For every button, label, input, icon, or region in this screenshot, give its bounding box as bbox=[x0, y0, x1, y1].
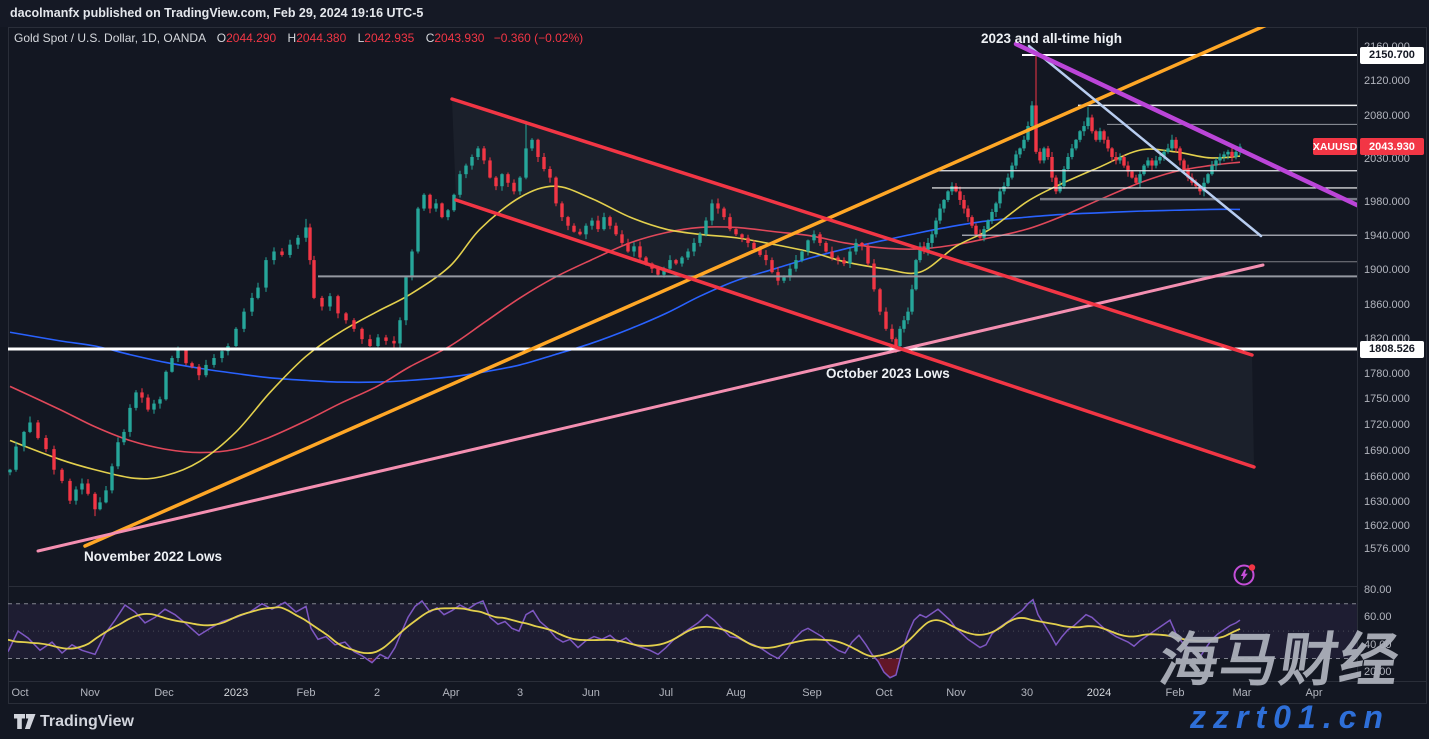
price-tick: 1750.000 bbox=[1364, 393, 1410, 406]
ma-fast-yellow bbox=[9, 148, 1241, 480]
time-tick: Jul bbox=[658, 687, 674, 699]
price-pane bbox=[8, 27, 1357, 553]
chart-legend: Gold Spot / U.S. Dollar, 1D, OANDA O2044… bbox=[14, 31, 583, 45]
price-tick: 1780.000 bbox=[1364, 367, 1410, 380]
rsi-tick: 40.00 bbox=[1364, 638, 1392, 651]
rsi-line bbox=[8, 598, 1241, 679]
ohlc-low: L2042.935 bbox=[357, 31, 415, 45]
time-tick: 30 bbox=[1020, 687, 1034, 699]
candles bbox=[8, 53, 1242, 517]
price-tick: 1690.000 bbox=[1364, 444, 1410, 457]
publish-info: dacolmanfx published on TradingView.com,… bbox=[10, 6, 424, 20]
tradingview-brand[interactable]: TradingView bbox=[40, 713, 134, 730]
price-level-badge: 2150.700 bbox=[1360, 46, 1424, 64]
price-tick: 1720.000 bbox=[1364, 419, 1410, 432]
time-axis[interactable]: Oct Nov Dec 2023 Feb 2 Apr 3 Jun Jul Aug Sep Oct Nov 3… bbox=[8, 681, 1427, 705]
rsi-tick: 60.00 bbox=[1364, 611, 1392, 624]
price-level-badge: 1808.526 bbox=[1360, 340, 1424, 358]
time-tick: Oct bbox=[11, 687, 29, 699]
price-tick: 1980.000 bbox=[1364, 195, 1410, 208]
symbol-badge: XAUUSD bbox=[1313, 138, 1357, 156]
flash-idea-icon[interactable] bbox=[1231, 561, 1257, 587]
descending-minor-lightblue[interactable] bbox=[1027, 44, 1263, 238]
last-price-badge: 2043.930 bbox=[1360, 138, 1424, 156]
rsi-tick: 20.00 bbox=[1364, 666, 1392, 679]
price-axis[interactable]: 2160.0002120.0002080.0002030.0001980.000… bbox=[1357, 27, 1429, 681]
time-tick: Feb bbox=[296, 687, 316, 699]
ohlc-high: H2044.380 bbox=[287, 31, 347, 45]
price-tick: 2080.000 bbox=[1364, 109, 1410, 122]
chart-frame bbox=[8, 27, 1427, 704]
ohlc-open: O2044.290 bbox=[216, 31, 277, 45]
ma-slow-blue bbox=[9, 208, 1241, 384]
time-tick: Mar bbox=[1232, 687, 1252, 699]
ohlc-close: C2043.930 bbox=[425, 31, 485, 45]
ascending-support-orange[interactable] bbox=[83, 27, 1287, 548]
time-tick: 3 bbox=[516, 687, 524, 699]
publish-bar: dacolmanfx published on TradingView.com,… bbox=[0, 0, 1429, 27]
price-tick: 2030.000 bbox=[1364, 152, 1410, 165]
time-tick: Sep bbox=[802, 687, 822, 699]
time-tick: 2023 bbox=[223, 687, 249, 699]
time-tick: Jun bbox=[582, 687, 600, 699]
time-tick: Oct bbox=[875, 687, 893, 699]
annotation-all-time-high: 2023 and all-time high bbox=[981, 31, 1123, 46]
price-tick: 1900.000 bbox=[1364, 264, 1410, 277]
rsi-oversold-fill bbox=[876, 658, 900, 678]
chart-plot bbox=[8, 27, 1357, 679]
annotation-october-2023-lows: October 2023 Lows bbox=[826, 366, 950, 381]
price-tick: 1660.000 bbox=[1364, 470, 1410, 483]
price-tick: 1860.000 bbox=[1364, 298, 1410, 311]
rsi-pane bbox=[8, 598, 1357, 679]
price-tick: 1940.000 bbox=[1364, 230, 1410, 243]
time-tick: 2024 bbox=[1086, 687, 1112, 699]
channel-fill bbox=[452, 99, 1254, 467]
time-tick: Dec bbox=[154, 687, 174, 699]
price-tick: 1630.000 bbox=[1364, 496, 1410, 509]
rsi-ma-line bbox=[8, 606, 1241, 658]
time-tick: Apr bbox=[1305, 687, 1323, 699]
price-tick: 1576.000 bbox=[1364, 542, 1410, 555]
time-tick: Nov bbox=[946, 687, 966, 699]
price-tick: 2120.000 bbox=[1364, 75, 1410, 88]
descending-resistance-purple[interactable] bbox=[1013, 41, 1357, 208]
channel-top-red[interactable] bbox=[450, 97, 1254, 357]
rsi-tick: 80.00 bbox=[1364, 584, 1392, 596]
time-tick: Nov bbox=[80, 687, 100, 699]
ma-mid-red bbox=[9, 161, 1241, 454]
rsi-band bbox=[8, 603, 1357, 659]
price-tick: 1602.000 bbox=[1364, 520, 1410, 533]
time-tick: Apr bbox=[442, 687, 460, 699]
watermark-title: 海马财经 bbox=[1155, 628, 1405, 693]
symbol-title[interactable]: Gold Spot / U.S. Dollar, 1D, OANDA bbox=[14, 31, 206, 45]
time-tick: Aug bbox=[726, 687, 746, 699]
annotation-november-2022-lows: November 2022 Lows bbox=[84, 549, 223, 564]
time-tick: 2 bbox=[373, 687, 381, 699]
tradingview-logo-icon[interactable] bbox=[13, 713, 37, 731]
ascending-support-pink[interactable] bbox=[36, 263, 1265, 553]
watermark-url: zzrt01.cn bbox=[1190, 699, 1390, 735]
change-value: −0.360 (−0.02%) bbox=[493, 31, 584, 45]
channel-bottom-red[interactable] bbox=[454, 198, 1256, 469]
footer: TradingView bbox=[0, 704, 1429, 739]
time-tick: Feb bbox=[1165, 687, 1185, 699]
